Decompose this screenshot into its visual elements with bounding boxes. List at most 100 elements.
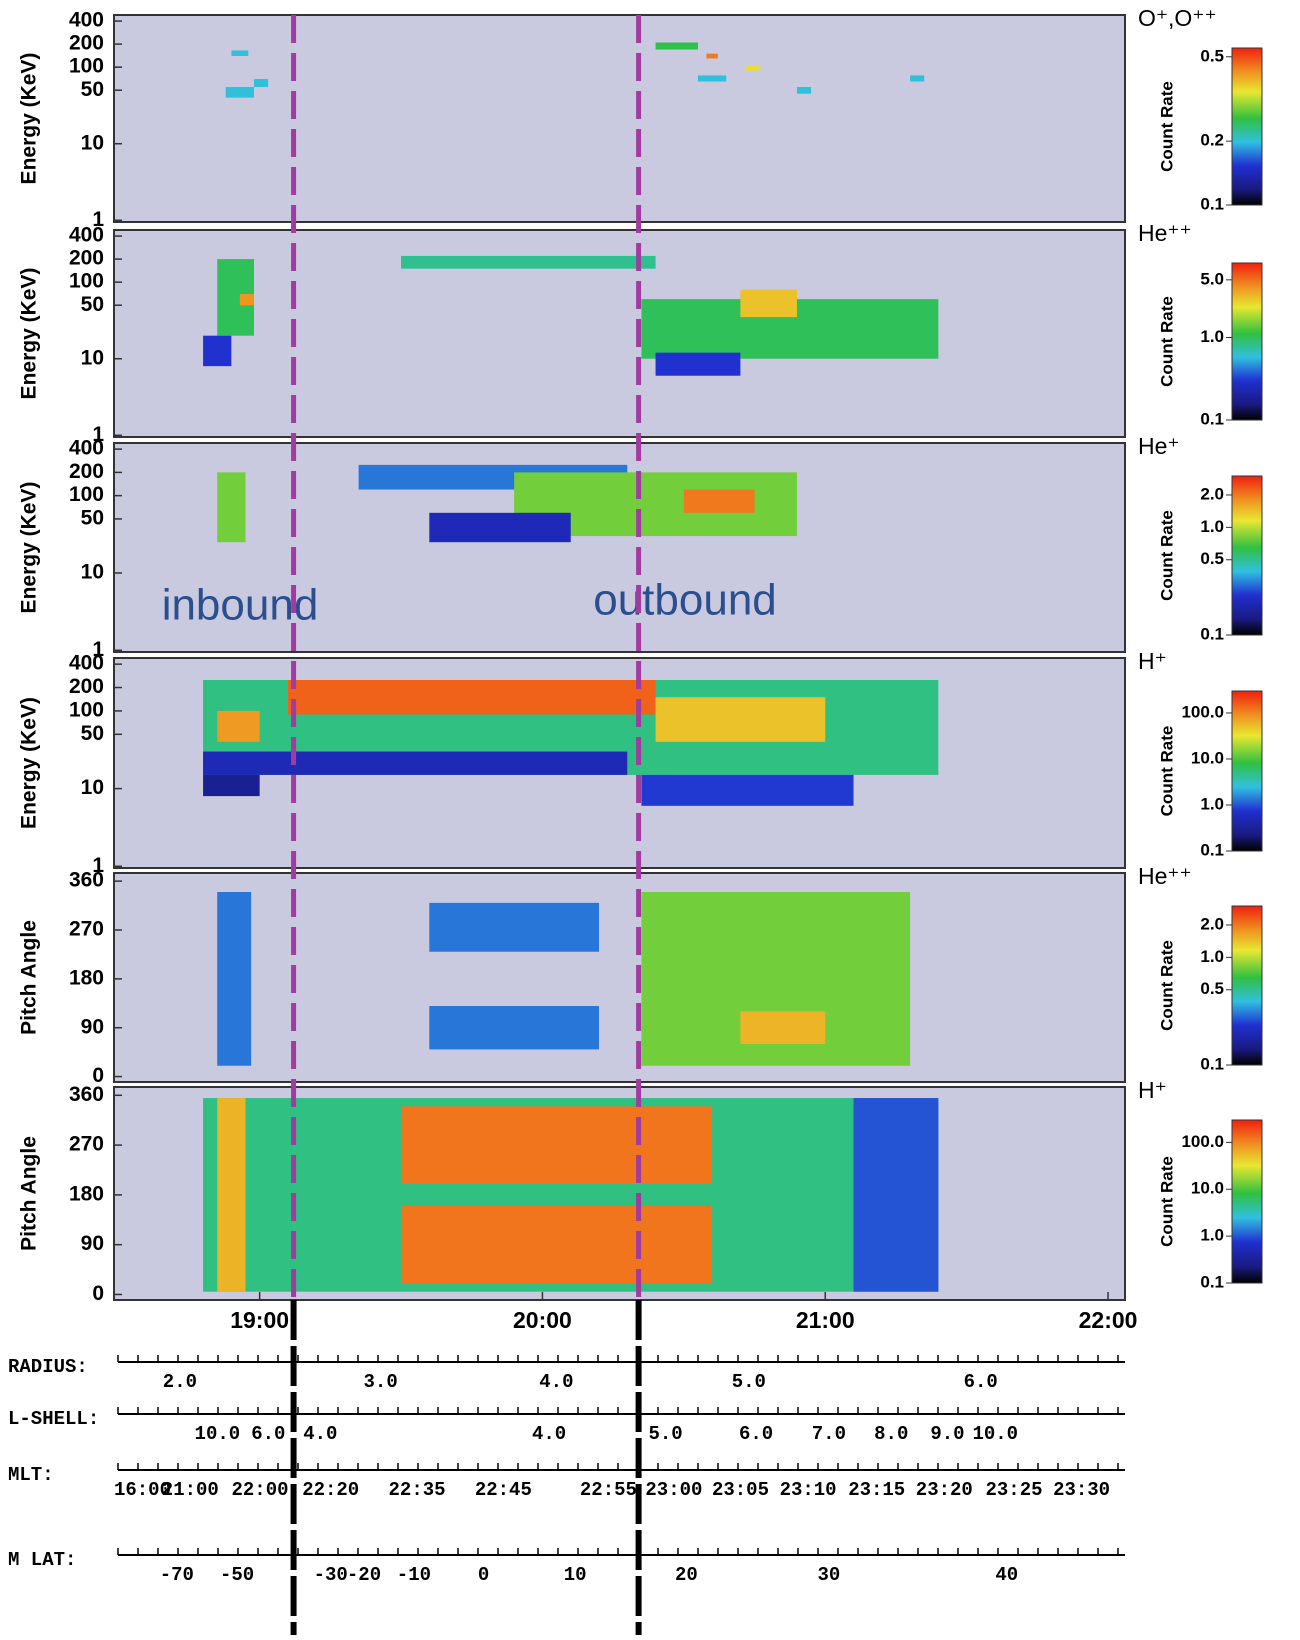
y-tick-label: 0 [92, 1282, 104, 1305]
spectrogram-cell [401, 255, 656, 269]
spectrogram-cell [697, 75, 727, 82]
ephemeris-label: 7.0 [812, 1423, 846, 1445]
spectrogram-cell [217, 892, 252, 1066]
spectrogram-cell [655, 697, 826, 742]
ephemeris-label: 4.0 [532, 1423, 566, 1445]
spectrogram-cell [231, 50, 249, 56]
spectrogram-cell [740, 1011, 826, 1044]
ephemeris-label: 23:20 [916, 1479, 973, 1501]
y-tick-label: 1 [92, 854, 104, 877]
ephemeris-label: -10 [397, 1564, 431, 1586]
ephemeris-label: -70 [160, 1564, 194, 1586]
spectrogram-cell [740, 289, 797, 318]
ephemeris-label: 6.0 [251, 1423, 285, 1445]
spectrogram-cell [429, 1006, 599, 1050]
ephemeris-label: 4.0 [539, 1371, 573, 1393]
spectrogram-cell [655, 352, 741, 376]
spectrogram-cell [641, 774, 854, 806]
y-tick-label: 10 [81, 776, 104, 799]
species-label: He⁺⁺ [1138, 863, 1192, 889]
y-tick-label: 180 [69, 1182, 104, 1205]
x-tick-label: 22:00 [1079, 1307, 1138, 1333]
ephemeris-label: 3.0 [364, 1371, 398, 1393]
colorbar-tick-label: 2.0 [1200, 914, 1224, 933]
colorbar-tick-label: 10.0 [1191, 748, 1224, 767]
y-axis-label: Energy (KeV) [18, 268, 41, 400]
colorbar-tick-label: 10.0 [1191, 1179, 1224, 1198]
spectrogram-cell [253, 79, 269, 88]
ephemeris-name: M LAT: [8, 1549, 76, 1571]
colorbar-tick-label: 1.0 [1200, 517, 1224, 536]
ephemeris-label: -20 [347, 1564, 381, 1586]
y-tick-label: 100 [69, 55, 104, 78]
ephemeris-label: 20 [675, 1564, 698, 1586]
y-axis-label: Pitch Angle [18, 1136, 41, 1251]
ephemeris-label: 0 [478, 1564, 489, 1586]
y-tick-label: 0 [92, 1064, 104, 1087]
colorbar-tick-label: 0.5 [1200, 979, 1224, 998]
ephemeris-label: -30 [314, 1564, 348, 1586]
colorbar-tick-label: 0.1 [1200, 840, 1224, 859]
ephemeris-label: 5.0 [732, 1371, 766, 1393]
ephemeris-label: 40 [995, 1564, 1018, 1586]
y-tick-label: 400 [69, 9, 104, 32]
ephemeris-name: MLT: [8, 1464, 54, 1486]
y-tick-label: 100 [69, 698, 104, 721]
ephemeris-label: 22:00 [231, 1479, 288, 1501]
y-tick-label: 50 [81, 722, 104, 745]
ephemeris-label: 23:15 [848, 1479, 905, 1501]
colorbar-tick-label: 0.1 [1200, 1054, 1224, 1073]
spectrogram-cell [853, 1098, 939, 1292]
y-axis-label: Energy (KeV) [18, 697, 41, 829]
colorbar-label: Count Rate [1157, 940, 1176, 1031]
ephemeris-label: 30 [817, 1564, 840, 1586]
spectrogram-cell [203, 751, 628, 775]
spectrogram-cell [217, 472, 246, 543]
y-tick-label: 200 [69, 32, 104, 55]
ephemeris-label: 22:35 [389, 1479, 446, 1501]
panel-background [114, 873, 1125, 1082]
ephemeris-label: 4.0 [303, 1423, 337, 1445]
colorbar-tick-label: 2.0 [1200, 484, 1224, 503]
y-tick-label: 360 [69, 1083, 104, 1106]
colorbar-tick-label: 0.1 [1200, 194, 1224, 213]
y-axis-label: Energy (KeV) [18, 53, 41, 185]
species-label: H⁺ [1138, 1077, 1167, 1103]
y-tick-label: 10 [81, 561, 104, 584]
spectrogram-cell [429, 902, 599, 952]
panel-frame [113, 442, 1126, 653]
y-tick-label: 400 [69, 652, 104, 675]
colorbar-tick-label: 0.1 [1200, 624, 1224, 643]
ephemeris-label: -50 [220, 1564, 254, 1586]
panel-frame [113, 872, 1126, 1083]
spectrogram-cell [225, 87, 254, 98]
colorbar-tick-label: 1.0 [1200, 794, 1224, 813]
colorbar [1231, 47, 1263, 206]
ephemeris-label: 6.0 [739, 1423, 773, 1445]
ephemeris-label: 5.0 [648, 1423, 682, 1445]
colorbar-tick-label: 1.0 [1200, 327, 1224, 346]
spectrogram-cell [217, 710, 260, 742]
y-tick-label: 1 [92, 638, 104, 661]
ephemeris-label: 23:30 [1053, 1479, 1110, 1501]
spectrogram-cell [910, 75, 925, 82]
panel-background [114, 15, 1125, 222]
ephemeris-name: RADIUS: [8, 1356, 88, 1378]
colorbar-tick-label: 0.5 [1200, 46, 1224, 65]
ephemeris-label: 22:45 [475, 1479, 532, 1501]
ephemeris-label: 22:55 [580, 1479, 637, 1501]
y-tick-label: 200 [69, 675, 104, 698]
colorbar-tick-label: 5.0 [1200, 269, 1224, 288]
colorbar [1231, 905, 1263, 1066]
y-tick-label: 50 [81, 293, 104, 316]
y-axis-label: Pitch Angle [18, 920, 41, 1035]
y-tick-label: 1 [92, 208, 104, 231]
species-label: H⁺ [1138, 648, 1167, 674]
ephemeris-label: 9.0 [930, 1423, 964, 1445]
ephemeris-label: 23:10 [780, 1479, 837, 1501]
ephemeris-label: 10.0 [972, 1423, 1018, 1445]
annotation: outbound [593, 576, 777, 625]
colorbar-tick-label: 1.0 [1200, 947, 1224, 966]
spectrogram-cell [287, 680, 656, 715]
